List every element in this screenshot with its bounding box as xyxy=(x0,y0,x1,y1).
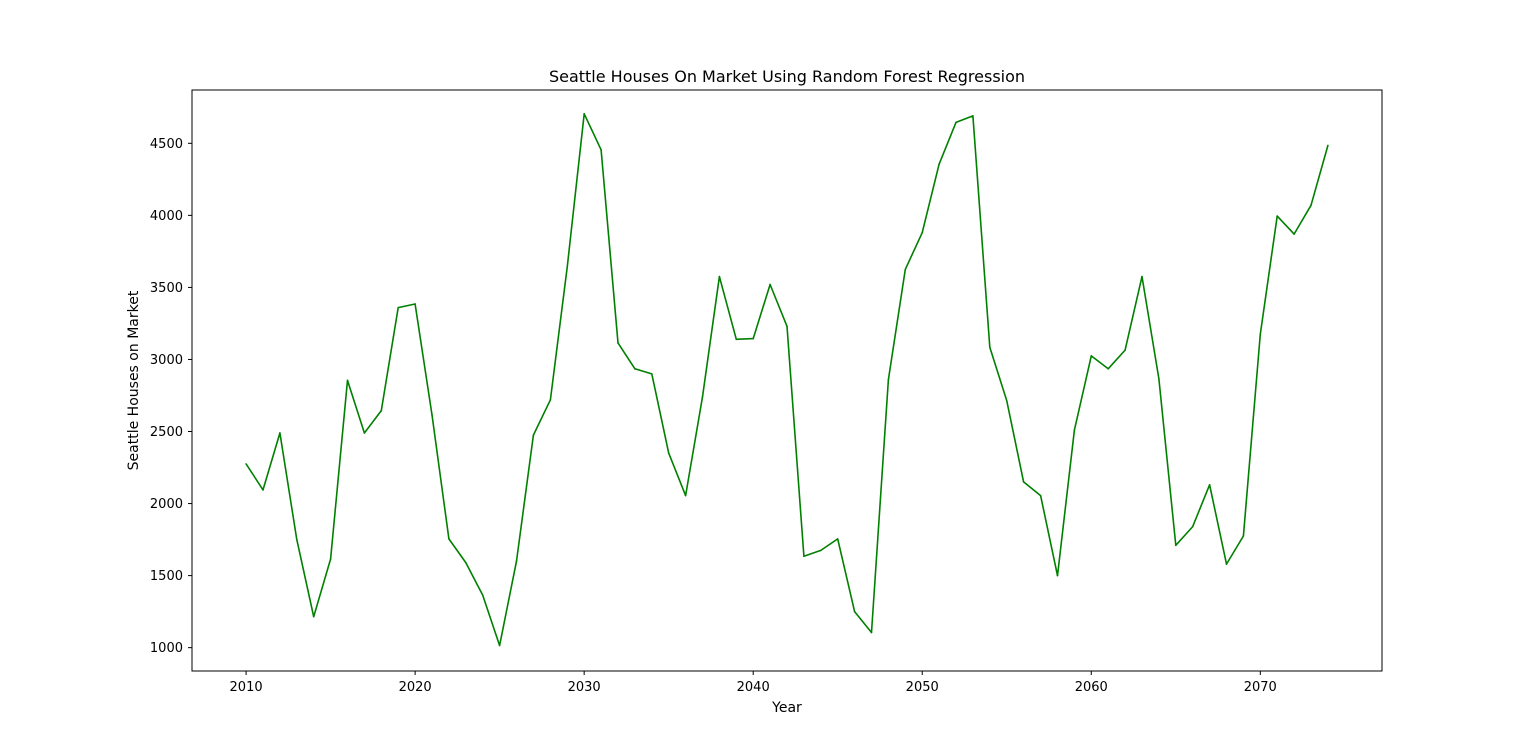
data-point xyxy=(498,644,501,647)
y-tick-label: 3000 xyxy=(150,353,183,368)
data-point xyxy=(1141,275,1143,278)
x-tick-label: 2070 xyxy=(1244,680,1277,695)
data-point xyxy=(296,538,298,541)
data-point xyxy=(549,399,552,401)
x-tick-label: 2050 xyxy=(906,680,939,695)
y-tick-label: 1000 xyxy=(150,641,183,656)
data-points xyxy=(245,112,1329,647)
data-point xyxy=(989,346,991,349)
data-point xyxy=(363,432,366,434)
series-line xyxy=(245,113,1329,647)
x-tick-label: 2020 xyxy=(399,680,432,695)
data-point xyxy=(245,463,247,465)
data-point xyxy=(566,265,569,268)
data-point xyxy=(1090,355,1093,357)
data-point xyxy=(1225,563,1228,565)
x-tick-label: 2030 xyxy=(568,680,601,695)
data-point xyxy=(481,594,484,596)
data-point xyxy=(1310,204,1312,207)
data-point xyxy=(1107,368,1109,370)
data-point xyxy=(634,368,636,370)
data-point xyxy=(887,378,890,381)
data-point xyxy=(1242,535,1245,537)
data-point xyxy=(735,338,738,341)
data-point xyxy=(752,337,754,340)
data-point xyxy=(617,342,619,344)
data-point xyxy=(870,631,873,634)
data-point xyxy=(448,538,450,540)
data-point xyxy=(1293,233,1295,235)
data-point xyxy=(972,115,974,117)
data-point xyxy=(667,452,670,454)
plot-frame xyxy=(191,89,1383,672)
data-point xyxy=(1005,399,1008,402)
data-point xyxy=(803,555,805,557)
y-axis: 1000 1500 2000 2500 3000 3500 4000 4500 xyxy=(150,137,192,656)
y-tick-label: 4500 xyxy=(150,137,183,152)
data-point xyxy=(1073,429,1076,431)
data-point xyxy=(786,325,788,328)
data-point xyxy=(431,414,433,416)
data-point xyxy=(718,275,721,278)
data-point xyxy=(279,432,281,434)
data-point xyxy=(1039,494,1042,497)
x-axis-title: Year xyxy=(771,700,802,716)
data-point xyxy=(414,303,416,305)
data-point xyxy=(583,112,585,115)
data-point xyxy=(600,149,602,151)
data-point xyxy=(1327,144,1329,147)
data-point xyxy=(1022,481,1025,483)
data-point xyxy=(262,489,264,491)
data-point xyxy=(1124,349,1126,351)
data-point xyxy=(1259,333,1262,336)
data-point xyxy=(380,409,383,412)
y-axis-title: Seattle Houses on Market xyxy=(126,290,142,470)
data-point xyxy=(921,231,924,234)
x-tick-label: 2040 xyxy=(737,680,770,695)
data-point xyxy=(1174,544,1177,547)
y-tick-label: 4000 xyxy=(150,209,183,224)
y-tick-label: 1500 xyxy=(150,569,183,584)
data-point xyxy=(397,306,400,309)
data-point xyxy=(955,121,957,124)
y-tick-label: 3500 xyxy=(150,281,183,296)
data-point xyxy=(312,615,315,618)
data-point xyxy=(769,283,771,286)
data-point xyxy=(938,163,940,166)
x-tick-label: 2010 xyxy=(230,680,263,695)
data-point xyxy=(532,434,535,436)
plot-area xyxy=(191,89,1383,672)
data-point xyxy=(1056,574,1059,577)
data-point xyxy=(836,538,839,540)
data-point xyxy=(853,610,856,613)
y-tick-label: 2500 xyxy=(150,425,183,440)
data-point xyxy=(1208,484,1211,486)
y-tick-label: 2000 xyxy=(150,497,183,512)
data-point xyxy=(329,558,332,560)
data-point xyxy=(346,379,349,382)
data-point xyxy=(650,373,653,375)
data-point xyxy=(1276,215,1278,217)
x-axis: 2010 2020 2030 2040 2050 2060 2070 xyxy=(230,671,1277,695)
data-point xyxy=(904,268,907,271)
data-point xyxy=(1158,378,1160,380)
data-point xyxy=(515,560,518,562)
x-tick-label: 2060 xyxy=(1075,680,1108,695)
data-point xyxy=(684,494,687,497)
data-point xyxy=(465,561,467,564)
chart-title: Seattle Houses On Market Using Random Fo… xyxy=(549,67,1025,86)
data-point xyxy=(701,396,704,398)
data-point xyxy=(1191,525,1194,528)
data-point xyxy=(820,549,822,552)
